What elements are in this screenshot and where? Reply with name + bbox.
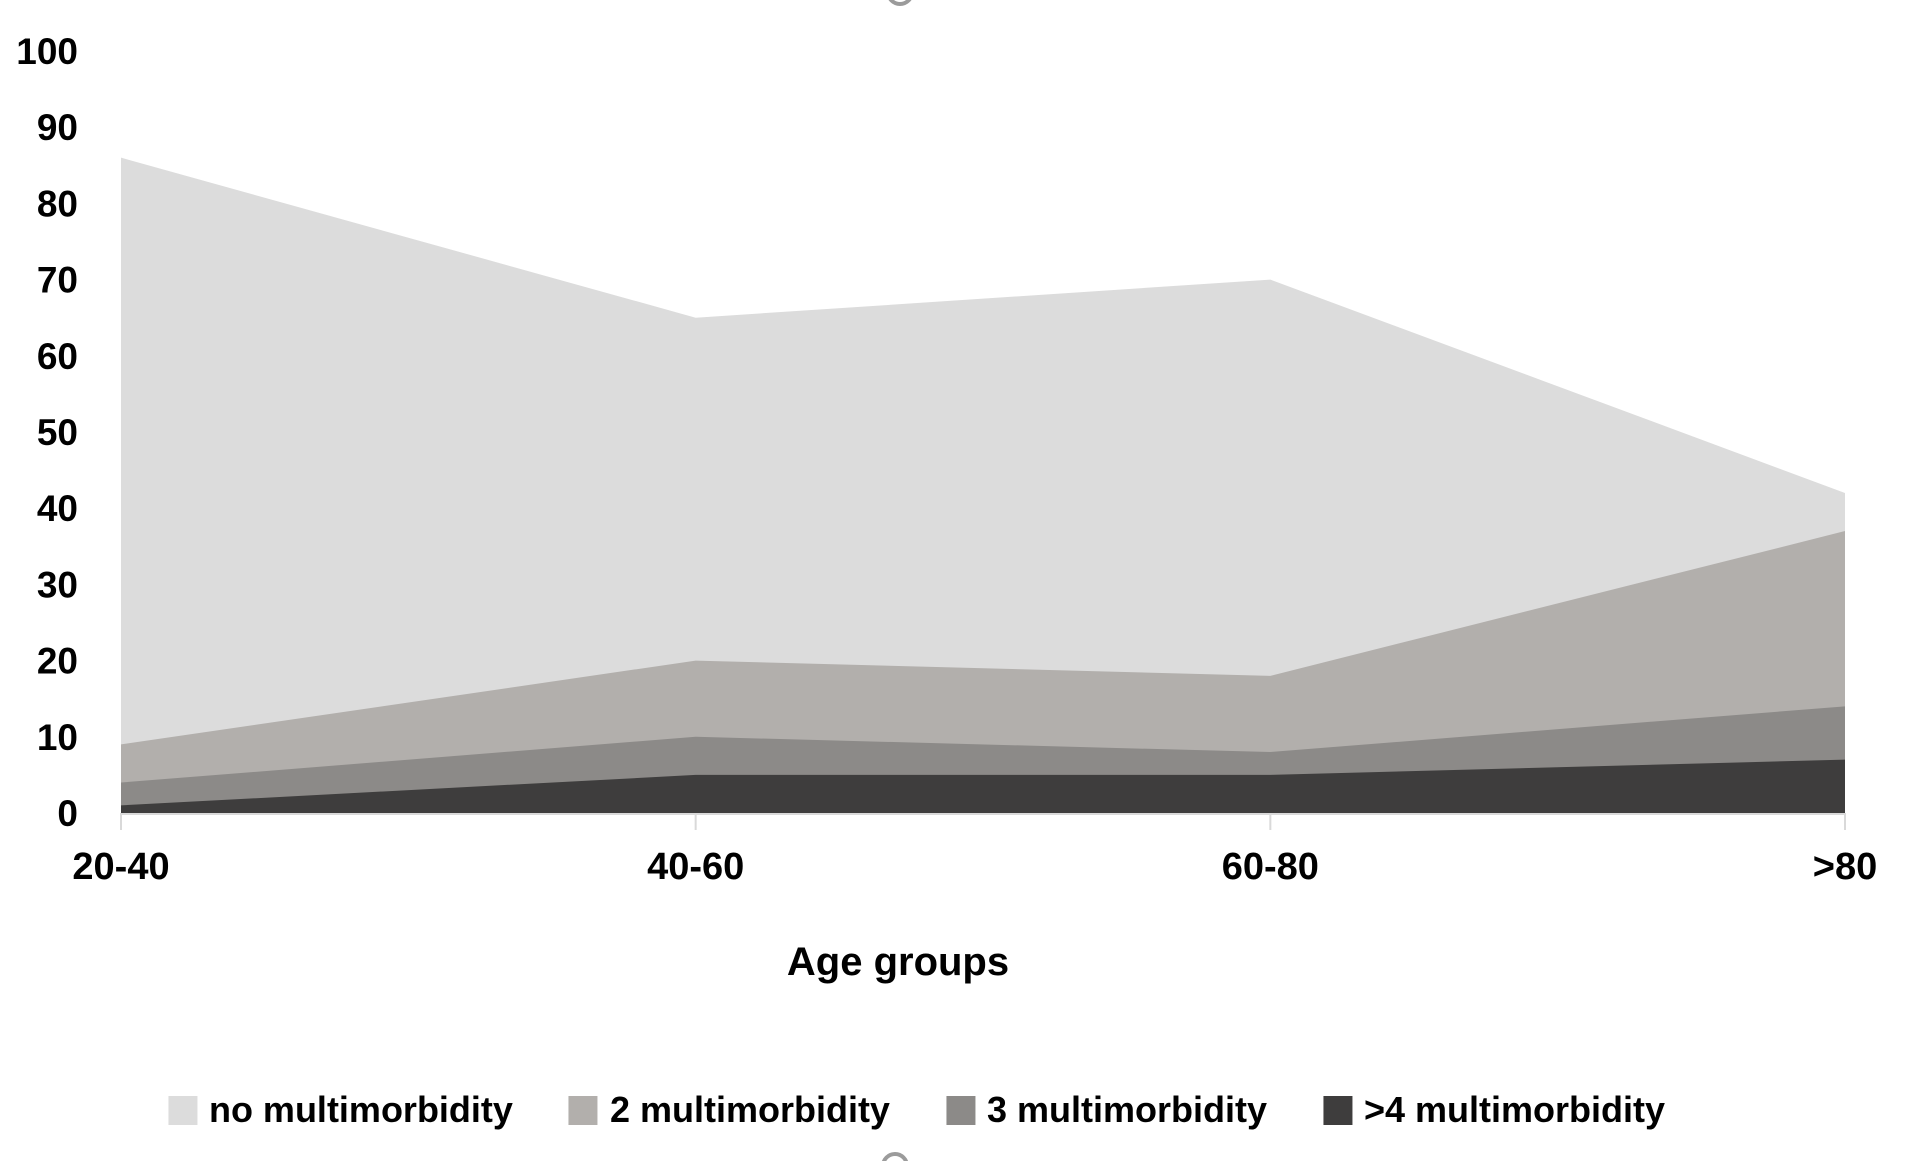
y-tick-label: 50 bbox=[37, 412, 78, 453]
y-tick-label: 20 bbox=[37, 641, 78, 682]
y-tick-label: 80 bbox=[37, 183, 78, 224]
legend-swatch bbox=[945, 1095, 975, 1125]
y-tick-label: 30 bbox=[37, 564, 78, 605]
legend-item-4: >4 multimorbidity bbox=[1323, 1092, 1665, 1128]
legend-item-1: no multimorbidity bbox=[167, 1089, 513, 1130]
x-tick-label: >80 bbox=[1813, 846, 1877, 888]
x-tick-label: 60-80 bbox=[1222, 846, 1319, 888]
y-tick-label: 70 bbox=[37, 260, 78, 301]
legend-label: 3 multimorbidity bbox=[986, 1089, 1267, 1130]
y-tick-label: 100 bbox=[16, 31, 78, 72]
legend-label: no multimorbidity bbox=[208, 1089, 513, 1130]
legend-swatch bbox=[167, 1095, 197, 1125]
legend-swatch bbox=[1323, 1095, 1352, 1125]
x-tick-label: 40-60 bbox=[647, 846, 744, 888]
legend: no multimorbidity 2 multimorbidity 3 multi… bbox=[167, 1089, 1665, 1130]
y-tick-label: 0 bbox=[57, 793, 78, 834]
y-tick-label: 90 bbox=[37, 107, 78, 148]
y-tick-label: 60 bbox=[37, 336, 78, 377]
y-tick-label: 10 bbox=[37, 717, 78, 758]
y-tick-label: 40 bbox=[37, 488, 78, 529]
x-tick-label: 20-40 bbox=[72, 846, 169, 888]
legend-label: 2 multimorbidity bbox=[609, 1089, 890, 1130]
area-series-4 bbox=[121, 759, 1845, 813]
legend-label: >4 multimorbidity bbox=[1364, 1089, 1666, 1130]
legend-swatch bbox=[568, 1095, 598, 1125]
x-axis-title: Age groups bbox=[786, 940, 1010, 984]
legend-item-2: 2 multimorbidity bbox=[568, 1089, 890, 1130]
legend-item-3: 3 multimorbidity bbox=[945, 1089, 1267, 1130]
